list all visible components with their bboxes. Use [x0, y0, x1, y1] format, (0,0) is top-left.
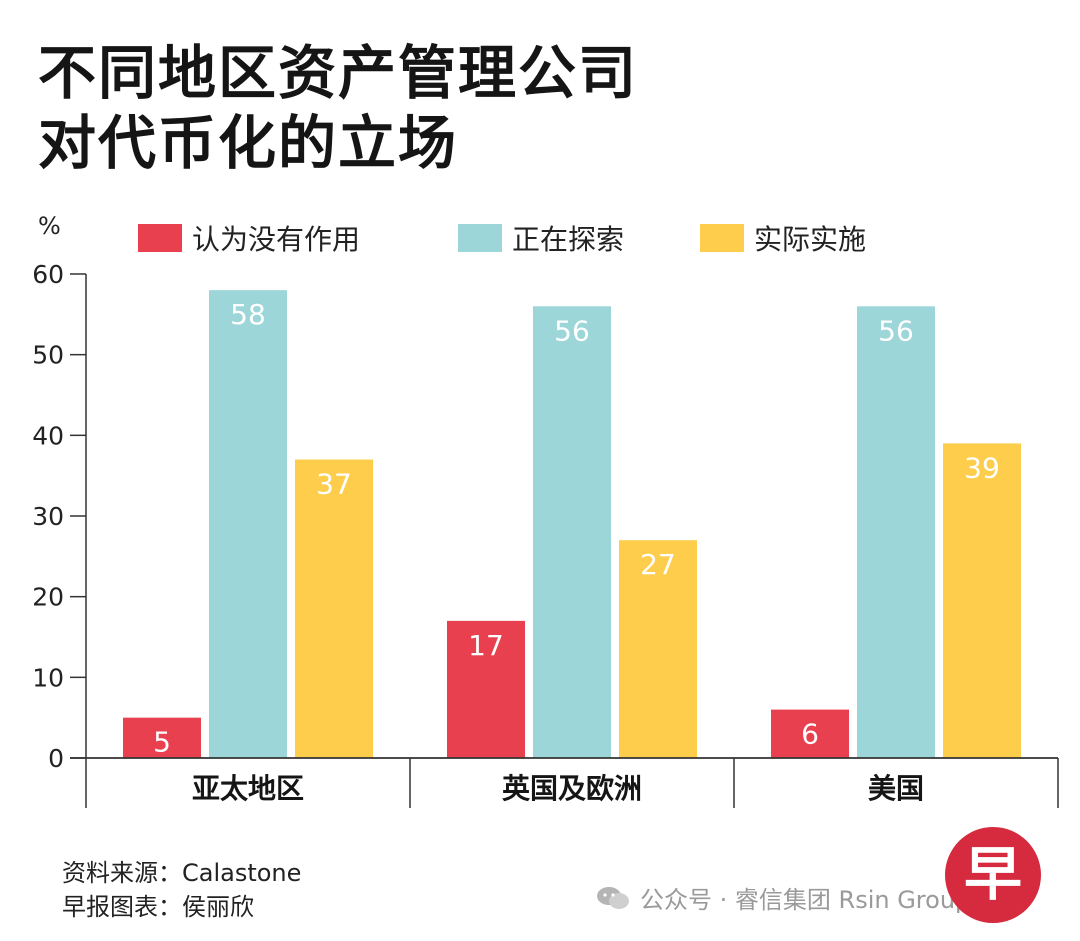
bar	[447, 620, 525, 758]
y-tick-label: 20	[32, 583, 64, 612]
watermark: 公众号 · 睿信集团 Rsin Group	[596, 880, 970, 915]
bar	[771, 709, 849, 758]
y-unit-label: %	[38, 212, 61, 240]
bar	[619, 540, 697, 758]
source-line-2: 早报图表：侯丽欣	[62, 893, 254, 921]
bar-value-label: 17	[468, 629, 504, 662]
title-line-1: 不同地区资产管理公司	[38, 39, 639, 107]
wechat-icon	[597, 886, 629, 909]
bar-value-label: 27	[640, 548, 676, 581]
y-tick-label: 10	[32, 663, 64, 692]
bar	[857, 306, 935, 758]
legend-swatch-series-2	[458, 224, 502, 252]
bar	[943, 443, 1021, 758]
bar-value-label: 58	[230, 298, 266, 331]
bar	[209, 290, 287, 758]
y-tick-label: 40	[32, 421, 64, 450]
logo-char: 早	[964, 840, 1022, 908]
source-line-1: 资料来源：Calastone	[62, 859, 302, 887]
legend-item-series-1: 认为没有作用	[138, 220, 360, 256]
y-tick-label: 50	[32, 341, 64, 370]
bar-value-label: 37	[316, 468, 352, 501]
bar-value-label: 56	[554, 314, 590, 347]
bar-value-label: 56	[878, 314, 914, 347]
bar	[123, 717, 201, 758]
bar-value-label: 5	[153, 726, 171, 759]
chart-title: 不同地区资产管理公司 对代币化的立场	[38, 38, 638, 178]
legend-label-series-1: 认为没有作用	[192, 223, 361, 256]
legend: 认为没有作用 正在探索 实际实施	[0, 220, 1080, 260]
bar-value-label: 6	[801, 718, 819, 751]
title-line-2: 对代币化的立场	[38, 109, 459, 177]
x-category-label: 美国	[868, 772, 924, 805]
legend-swatch-series-1	[138, 224, 182, 252]
x-category-label: 亚太地区	[192, 772, 304, 805]
legend-item-series-2: 正在探索	[458, 220, 624, 256]
bar	[533, 306, 611, 758]
legend-item-series-3: 实际实施	[700, 220, 866, 256]
watermark-text: 公众号 · 睿信集团 Rsin Group	[640, 886, 971, 914]
bar	[295, 459, 373, 758]
legend-label-series-2: 正在探索	[512, 223, 625, 256]
y-tick-label: 0	[48, 744, 64, 773]
bar-value-label: 39	[964, 451, 1000, 484]
y-tick-label: 60	[32, 260, 64, 289]
legend-label-series-3: 实际实施	[754, 223, 867, 256]
x-category-label: 英国及欧洲	[502, 772, 642, 805]
zaobao-logo: 早	[945, 827, 1041, 923]
y-tick-label: 30	[32, 502, 64, 531]
source-note: 资料来源：Calastone 早报图表：侯丽欣	[62, 856, 301, 924]
legend-swatch-series-3	[700, 224, 744, 252]
